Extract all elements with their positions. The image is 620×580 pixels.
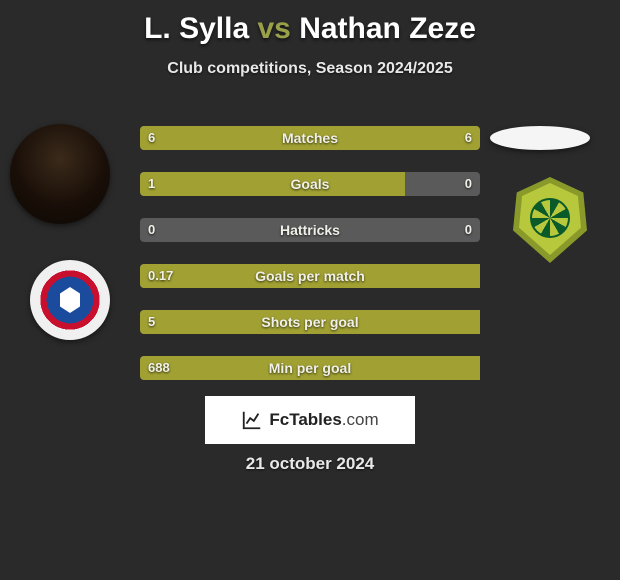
source-text: FcTables.com — [269, 410, 378, 430]
player1-photo — [10, 124, 110, 224]
stat-row: 66Matches — [140, 126, 480, 150]
player1-name: L. Sylla — [144, 12, 249, 45]
player2-club-badge — [500, 170, 600, 270]
source-badge: FcTables.com — [205, 396, 415, 444]
stat-row: 00Hattricks — [140, 218, 480, 242]
stats-panel: 66Matches 10Goals 00Hattricks 0.17Goals per… — [140, 126, 480, 402]
stat-label: Shots per goal — [140, 310, 480, 334]
subtitle: Club competitions, Season 2024/2025 — [0, 60, 620, 78]
date-label: 21 october 2024 — [0, 454, 620, 474]
stat-label: Goals per match — [140, 264, 480, 288]
stat-row: 5Shots per goal — [140, 310, 480, 334]
player2-photo — [490, 126, 590, 150]
vs-text: vs — [257, 12, 290, 45]
strasbourg-icon — [40, 270, 100, 330]
chart-icon — [241, 409, 263, 431]
nantes-icon — [513, 177, 587, 263]
stat-label: Hattricks — [140, 218, 480, 242]
stat-row: 0.17Goals per match — [140, 264, 480, 288]
comparison-title: L. Sylla vs Nathan Zeze — [0, 0, 620, 46]
brand-main: FcTables — [269, 410, 341, 429]
stat-row: 688Min per goal — [140, 356, 480, 380]
player2-name: Nathan Zeze — [299, 12, 476, 45]
stat-row: 10Goals — [140, 172, 480, 196]
stat-label: Goals — [140, 172, 480, 196]
stat-label: Min per goal — [140, 356, 480, 380]
player1-club-badge — [30, 260, 110, 340]
brand-suffix: .com — [342, 410, 379, 429]
stat-label: Matches — [140, 126, 480, 150]
